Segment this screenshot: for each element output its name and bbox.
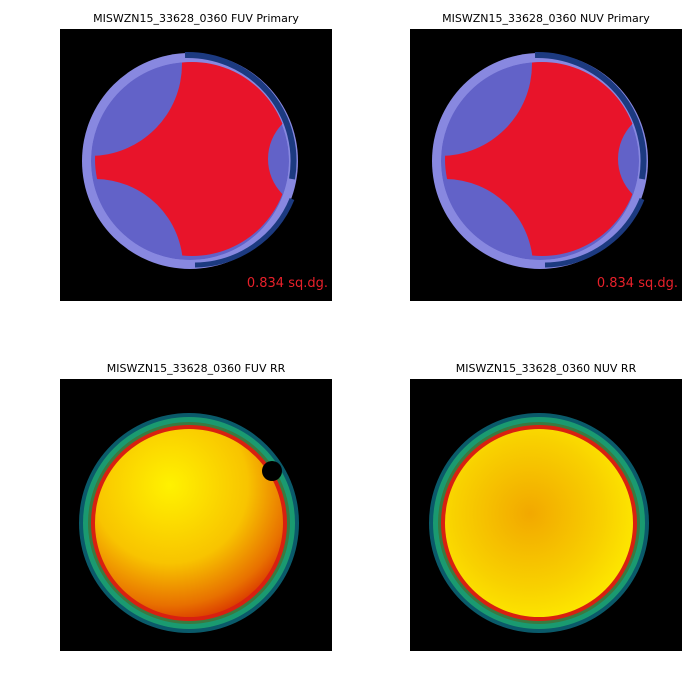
panel [410, 379, 682, 651]
panel-title: MISWZN15_33628_0360 FUV Primary [93, 12, 299, 25]
panel-title: MISWZN15_33628_0360 NUV Primary [442, 12, 650, 25]
panel: 0.834 sq.dg. [410, 29, 682, 301]
panel-title: MISWZN15_33628_0360 NUV RR [456, 362, 637, 375]
panel: 0.834 sq.dg. [60, 29, 332, 301]
panel [60, 379, 332, 651]
area-label: 0.834 sq.dg. [247, 276, 328, 291]
panel-title: MISWZN15_33628_0360 FUV RR [107, 362, 286, 375]
area-label: 0.834 sq.dg. [597, 276, 678, 291]
